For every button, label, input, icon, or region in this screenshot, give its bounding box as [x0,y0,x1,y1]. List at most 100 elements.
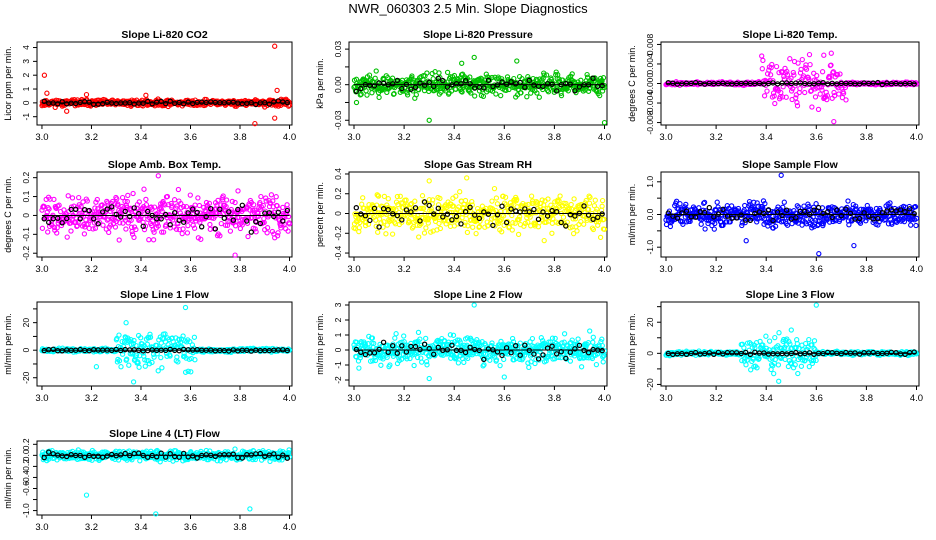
data-point [239,222,245,228]
x-tick-label: 3.0 [35,264,48,275]
data-points [351,302,608,382]
data-point [511,75,517,82]
highlight-point [513,81,519,87]
data-point [451,72,458,79]
data-point [182,304,189,311]
y-tick-label: -0.2 [21,246,31,261]
highlight-point [262,99,268,106]
data-point [742,202,748,209]
panel-title: Slope Line 2 Flow [434,289,524,301]
y-tick-label: 0 [645,351,655,356]
data-point [222,222,229,228]
data-point [173,226,180,232]
data-point [369,90,375,96]
data-point [229,209,235,215]
data-point [540,86,546,93]
data-point [191,334,198,340]
highlight-point [390,81,396,87]
data-point [444,69,451,76]
highlight-point [585,82,592,88]
data-point [761,93,768,99]
data-point [434,85,441,92]
highlight-point [99,209,106,215]
highlight-point [226,209,232,215]
data-point [251,202,257,208]
y-tick-label: 0.00 [333,76,343,93]
data-point [568,201,574,208]
data-point [174,203,180,209]
data-point [677,201,683,207]
highlight-point [280,218,286,224]
highlight-point [911,81,917,87]
data-point [109,206,115,212]
data-point [424,70,430,76]
data-point [151,204,158,210]
x-tick-label: 3.2 [397,264,410,275]
data-point [232,199,238,206]
data-point [771,93,777,99]
x-tick-label: 3.2 [709,132,722,143]
y-tick-label: 0 [21,213,31,218]
data-point [274,87,280,94]
data-point [100,222,106,228]
data-point [493,91,499,97]
data-point [788,75,794,81]
data-point [803,62,809,68]
data-point [557,193,563,199]
data-point [807,61,813,68]
data-point [258,193,264,200]
data-point [816,251,822,257]
x-tick-label: 3.0 [35,393,48,404]
highlight-point [108,204,115,210]
y-axis-label: Licor ppm per min. [3,46,13,121]
x-tick-label: 3.2 [85,393,98,404]
data-point [94,196,100,203]
data-point [817,91,823,97]
y-tick-label: 3 [21,59,31,64]
data-point [156,215,162,222]
data-point [401,333,407,339]
data-point [764,88,770,94]
y-tick-label: -20 [645,378,655,391]
data-point [711,226,717,232]
data-point [64,234,70,240]
data-point [569,71,575,77]
y-tick-label: -0.008 [645,110,655,134]
data-point [68,228,74,234]
data-point [158,354,164,361]
data-point [597,92,603,99]
data-point [473,230,479,237]
x-tick-label: 3.4 [448,132,461,143]
highlight-point [284,207,290,214]
highlight-point [394,77,400,84]
panel-3: Slope Li-820 Temp.degrees C per min.3.0 3… [627,29,923,143]
data-point [497,362,503,369]
highlight-point [421,82,428,88]
highlight-point [171,209,178,216]
data-point [760,57,766,64]
highlight-point [144,98,151,105]
y-tick-label: 0 [333,211,343,216]
data-point [571,196,577,202]
highlight-point [122,208,128,215]
data-point [509,227,515,233]
data-point [436,70,442,76]
data-point [574,228,580,234]
y-tick-label: 0 [21,100,31,105]
data-point [827,75,833,81]
highlight-point [72,206,79,212]
x-tick-label: 3.4 [134,264,147,275]
data-point [111,211,118,218]
data-point [358,91,364,97]
highlight-point [55,101,61,107]
data-point [196,202,203,209]
data-point [471,302,477,308]
data-point [263,195,269,201]
x-tick-label: 3.2 [709,393,722,404]
data-point [831,118,837,125]
data-point [142,363,148,369]
highlight-point [531,82,537,88]
data-point [118,364,124,370]
y-tick-label: 0.000 [645,73,655,95]
y-tick-label: 20 [645,317,655,327]
